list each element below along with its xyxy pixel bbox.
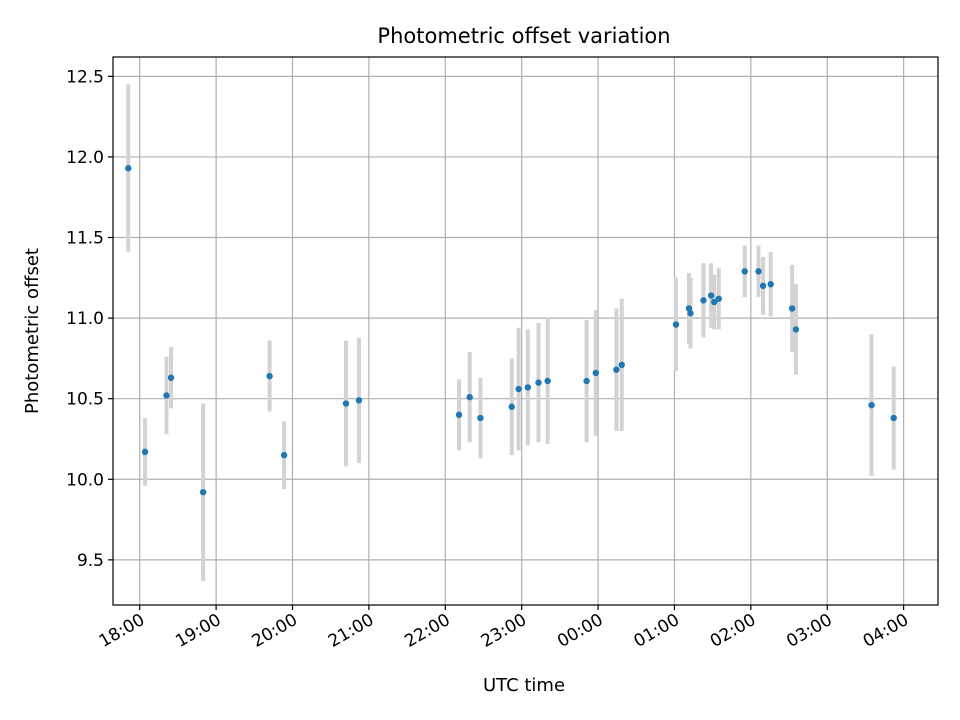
- data-point: [515, 385, 522, 393]
- data-point: [868, 401, 875, 409]
- data-point: [524, 384, 531, 391]
- data-point: [141, 448, 149, 456]
- data-point: [700, 297, 707, 304]
- y-tick-label: 12.0: [66, 148, 104, 168]
- data-point: [707, 292, 715, 299]
- data-point: [890, 414, 897, 422]
- data-point: [342, 400, 350, 407]
- data-point: [767, 281, 774, 288]
- y-axis: 9.5 10.0 10.5 11.0 11.5 12.0 12.5: [66, 67, 113, 571]
- data-point: [455, 411, 463, 419]
- data-point: [280, 451, 288, 459]
- data-point: [535, 379, 542, 386]
- data-point: [199, 488, 207, 496]
- y-tick-label: 9.5: [77, 551, 104, 571]
- data-point: [583, 377, 590, 385]
- data-point: [163, 392, 170, 399]
- data-point: [672, 321, 680, 328]
- data-point: [715, 295, 722, 302]
- y-tick-label: 11.0: [66, 309, 104, 329]
- data-point: [266, 372, 273, 380]
- data-point: [613, 366, 620, 373]
- y-tick-label: 10.0: [66, 470, 104, 490]
- data-point: [466, 393, 473, 401]
- data-point: [355, 397, 363, 404]
- data-point: [788, 305, 796, 312]
- data-point: [592, 369, 599, 377]
- y-tick-label: 12.5: [66, 67, 104, 87]
- y-axis-title: Photometric offset: [22, 248, 43, 414]
- data-point: [710, 298, 718, 306]
- chart-title: Photometric offset variation: [377, 24, 670, 48]
- y-tick-label: 11.5: [66, 229, 104, 249]
- data-point: [755, 268, 762, 275]
- data-point: [544, 377, 551, 385]
- x-axis-title: UTC time: [483, 675, 565, 696]
- data-point: [741, 268, 748, 275]
- data-point: [618, 361, 625, 369]
- data-point: [792, 326, 800, 333]
- points: [125, 165, 897, 496]
- data-point: [508, 403, 515, 410]
- y-tick-label: 10.5: [66, 390, 104, 410]
- grid: [113, 57, 938, 605]
- data-point: [685, 305, 693, 312]
- data-point: [759, 282, 767, 290]
- plot-frame: [112, 56, 939, 606]
- data-point: [167, 374, 175, 381]
- data-point: [125, 165, 132, 172]
- data-point: [477, 414, 484, 422]
- data-point: [687, 310, 694, 317]
